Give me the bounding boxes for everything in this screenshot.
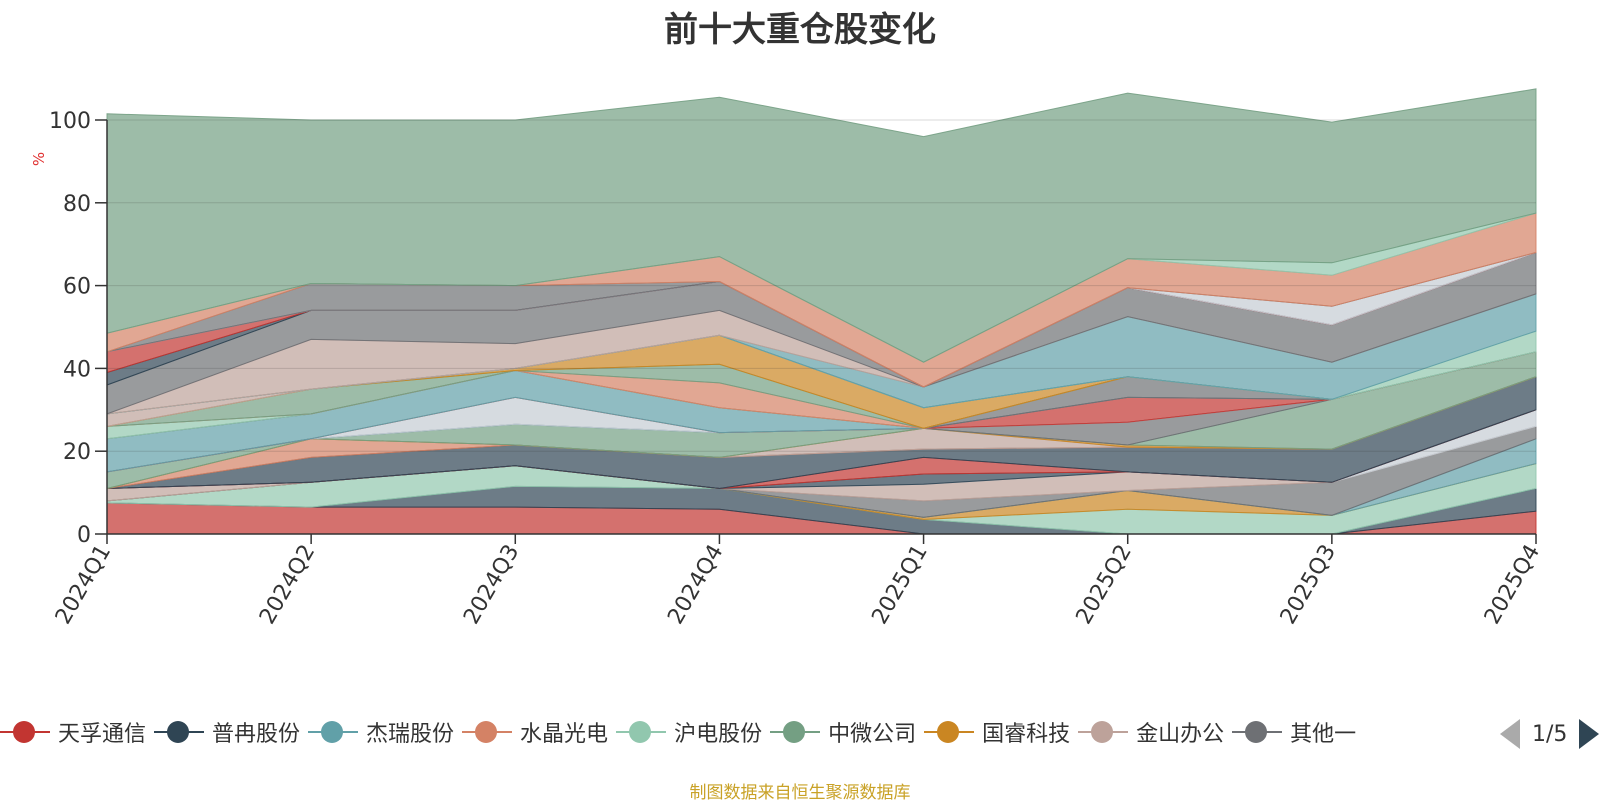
x-tick-label: 2025Q1 [867,541,932,629]
y-tick-label: 40 [63,357,91,382]
triangle-left-icon[interactable] [1500,719,1520,749]
legend-swatch-icon [462,720,513,744]
chart-title: 前十大重仓股变化 [664,10,936,50]
legend-page-indicator: 1/5 [1532,721,1568,747]
legend-item[interactable]: 国睿科技 [924,712,1070,752]
x-tick-label: 2025Q4 [1480,541,1545,629]
x-axis: 2024Q1 2024Q2 2024Q3 2024Q4 2025Q1 2025Q2 2025… [51,533,1545,629]
legend-label: 天孚通信 [58,722,147,747]
y-tick-label: 100 [49,109,91,134]
legend-item[interactable]: 沪电股份 [616,712,762,752]
triangle-right-icon[interactable] [1579,719,1600,749]
legend-swatch-icon [1078,720,1129,744]
legend-swatch-icon [0,720,50,744]
y-axis: 0 20 40 60 80 100 [49,109,108,548]
legend-label: 水晶光电 [520,722,609,747]
x-tick-label: 2025Q2 [1072,541,1137,629]
legend-swatch-icon [308,720,359,744]
legend-label: 金山办公 [1136,722,1225,747]
area-series-37 [106,88,1537,363]
legend: 天孚通信 普冉股份 杰瑞股份 水晶光电 沪电股份 中微公司 国睿科技 金山办公 其他一 [0,712,1480,752]
legend-label: 中微公司 [828,722,917,747]
legend-label: 普冉股份 [212,722,301,747]
x-tick-label: 2025Q3 [1276,541,1341,629]
y-tick-label: 0 [77,523,91,548]
legend-label: 其他一 [1290,722,1357,747]
x-tick-label: 2024Q2 [255,541,320,629]
legend-swatch-icon [924,720,975,744]
x-tick-label: 2024Q3 [459,541,524,629]
y-tick-label: 60 [63,275,91,300]
legend-swatch-icon [154,720,205,744]
area-layers [106,88,1537,535]
y-tick-label: 80 [63,192,91,217]
legend-swatch-icon [616,720,667,744]
legend-item[interactable]: 中微公司 [770,712,916,752]
x-tick-label: 2024Q4 [663,541,728,629]
legend-item[interactable]: 天孚通信 [0,712,146,752]
legend-label: 沪电股份 [674,722,763,747]
source-note: 制图数据来自恒生聚源数据库 [689,783,911,803]
legend-item[interactable]: 金山办公 [1078,712,1224,752]
y-axis-unit: % [30,151,49,167]
x-tick-label: 2024Q1 [51,541,116,629]
legend-item[interactable]: 水晶光电 [462,712,608,752]
legend-item[interactable]: 其他一 [1232,712,1356,752]
legend-item[interactable]: 普冉股份 [154,712,300,752]
legend-swatch-icon [770,720,821,744]
legend-item[interactable]: 杰瑞股份 [308,712,454,752]
legend-label: 杰瑞股份 [366,722,455,747]
legend-swatch-icon [1232,720,1283,744]
legend-label: 国睿科技 [982,722,1071,747]
y-tick-label: 20 [63,440,91,465]
legend-pager: 1/5 [1500,716,1600,752]
